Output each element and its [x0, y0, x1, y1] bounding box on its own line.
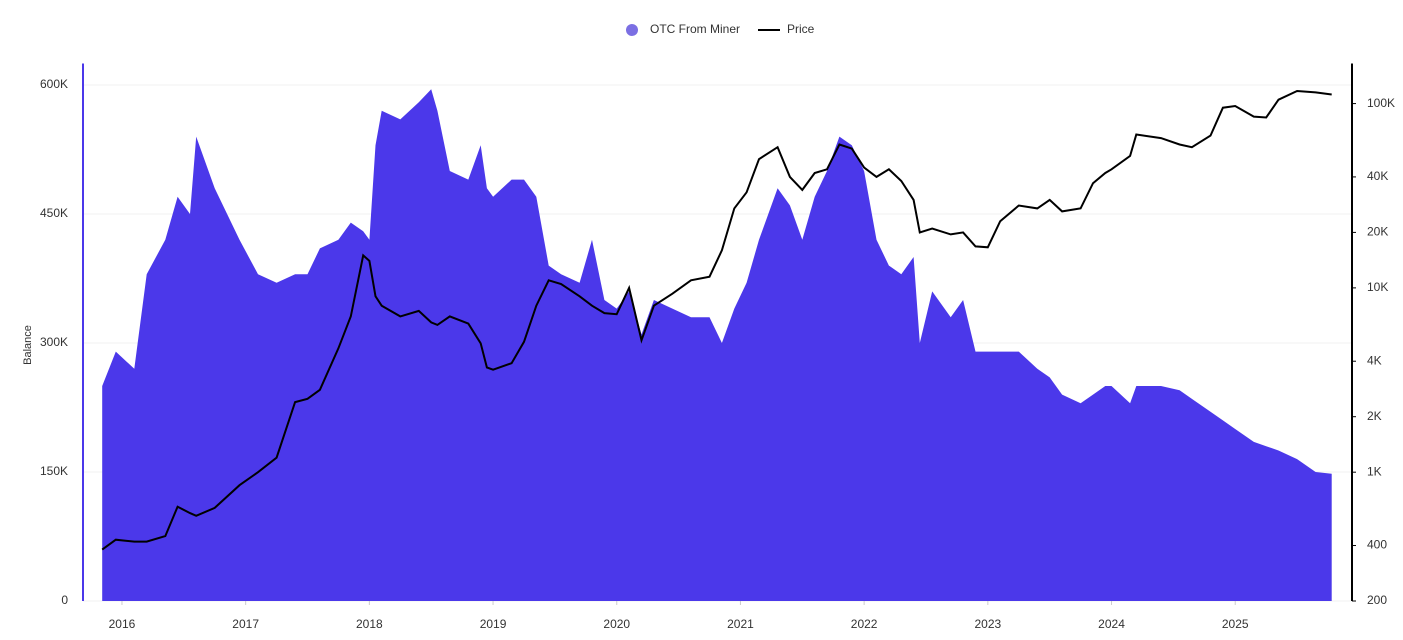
x-tick-label: 2024 [1098, 617, 1125, 631]
x-tick-label: 2017 [232, 617, 259, 631]
y2-tick-label: 200 [1367, 593, 1387, 607]
y-tick-label: 300K [40, 335, 68, 349]
x-tick-label: 2019 [480, 617, 507, 631]
legend-label: Price [787, 22, 815, 36]
x-tick-label: 2023 [974, 617, 1001, 631]
x-tick-label: 2020 [603, 617, 630, 631]
y-tick-label: 150K [40, 464, 68, 478]
x-tick-label: 2021 [727, 617, 754, 631]
y2-tick-label: 20K [1367, 225, 1388, 239]
y2-tick-label: 100K [1367, 96, 1395, 110]
legend-label: OTC From Miner [650, 22, 740, 36]
y-tick-label: 450K [40, 206, 68, 220]
x-tick-label: 2025 [1222, 617, 1249, 631]
y2-tick-label: 4K [1367, 353, 1382, 367]
x-tick-label: 2018 [356, 617, 383, 631]
x-tick-label: 2022 [851, 617, 878, 631]
legend-marker [626, 24, 638, 36]
y2-tick-label: 1K [1367, 464, 1382, 478]
y2-tick-label: 10K [1367, 280, 1388, 294]
balance-area [102, 89, 1332, 602]
price-line [101, 89, 1332, 551]
y-tick-label: 600K [40, 77, 68, 91]
y2-tick-label: 40K [1367, 169, 1388, 183]
y2-tick-label: 2K [1367, 409, 1382, 423]
y-tick-label: 0 [61, 593, 68, 607]
x-tick-label: 2016 [109, 617, 136, 631]
y-axis-title: Balance [22, 325, 34, 365]
y2-tick-label: 400 [1367, 538, 1387, 552]
